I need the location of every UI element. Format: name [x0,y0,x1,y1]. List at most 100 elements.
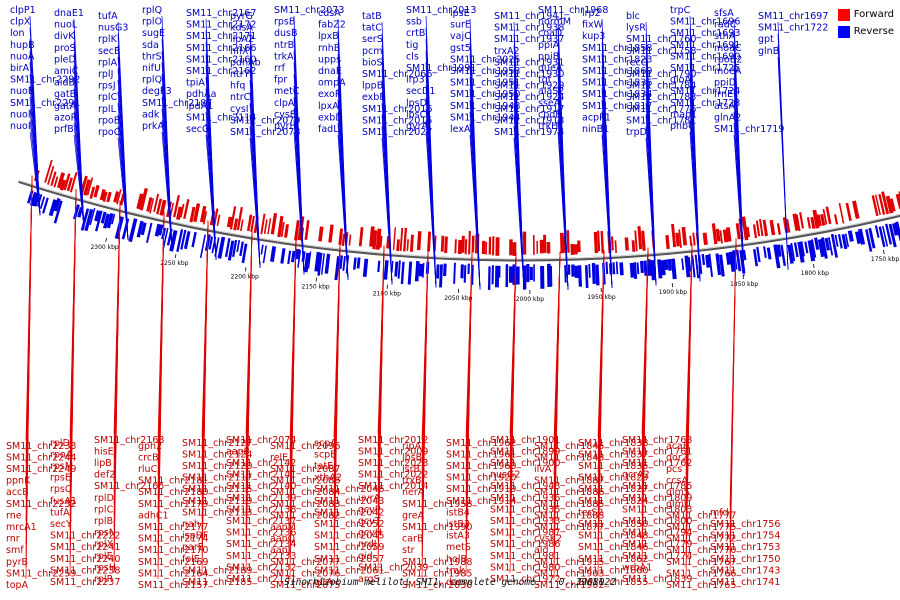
reverse-gene [827,237,834,256]
reverse-gene [154,223,162,237]
gene-label: SM11_chr1760 [626,34,696,45]
gene-label: thrS [142,51,162,62]
gene-label: sfsA [714,8,734,19]
gene-label: SM11_chr1693 [670,28,740,39]
reverse-gene [584,265,589,288]
gene-label: SM11_chr1776 [626,104,696,115]
forward-gene [522,231,527,255]
gene-label: SM11_chr1962 [446,438,516,449]
reverse-gene [766,247,772,260]
reverse-gene [664,259,669,271]
reverse-gene [615,261,619,275]
gene-label: SM11_chr2022 [358,470,428,481]
gene-label: fpr [274,75,287,86]
gene-label: exoR [318,89,342,100]
gene-label: SM11_chr2222 [50,531,120,542]
legend-forward-label: Forward [853,9,894,20]
forward-gene [86,177,94,196]
reverse-gene [892,222,899,236]
gene-label: sda [142,40,159,51]
gene-label: uvrA [358,493,381,504]
gene-label: SM11_chr1943 [490,481,560,492]
forward-label-connector [377,245,385,434]
gene-label: SM11_chr2232 [6,499,76,510]
gene-label: rpsC [50,484,72,495]
gene-label: SM11_chr2237 [50,577,120,588]
reverse-gene [694,254,700,279]
gene-label: ssb [406,17,422,28]
reverse-gene [191,231,197,248]
reverse-gene [227,240,235,261]
reverse-gene [776,244,782,257]
gene-label: SM11_chr2181 [138,476,208,487]
reverse-gene [793,242,799,258]
gene-label: SM11_chr2012 [358,435,428,446]
gene-label: acaB [666,441,689,452]
gene-label: SM11_chr2076 [270,568,340,579]
gene-label: moaC [714,43,742,54]
gene-label: acpP1 [582,112,611,123]
forward-label-connector [113,200,121,434]
reverse-label-connector [557,131,569,290]
gene-label: SM11_chr2074 [226,435,296,446]
forward-gene [263,219,268,234]
forward-gene [822,208,828,225]
forward-gene [810,216,816,229]
gene-label: SM11_chr1758 [626,46,696,57]
gene-label: hupB [10,40,35,51]
gene-label: rpsM [50,461,73,472]
reverse-gene [868,227,876,249]
gene-label: SM11_chr2163 [94,435,164,446]
scale-tick-label: 1750 kbp [871,256,899,263]
gene-label: SM11_chr1953 [450,66,520,77]
gene-label: SM11_chr1753 [710,542,780,553]
reverse-gene [567,264,571,275]
reverse-gene [169,230,178,252]
gene-label: SM11_chr1846 [578,542,648,553]
gene-label: SM11_chr2141 [226,470,296,481]
forward-gene [755,220,761,237]
reverse-gene [356,257,361,269]
reverse-gene [636,262,640,275]
gene-label: lexA [450,124,471,135]
reverse-gene [111,213,116,225]
gene-label: aapP [226,446,250,457]
gene-label: SM11_chr1743 [710,565,780,576]
gene-label: SM11_chr1948 [450,101,520,112]
gene-label: trkA [274,51,294,62]
gene-label: tufA [98,11,118,22]
gene-label: cysE [274,109,296,120]
gene-label: prkA [142,121,164,132]
gene-label: ninB1 [582,124,609,135]
gene-label: SM11_chr2166 [186,43,256,54]
forward-gene [512,242,517,256]
forward-gene [468,230,471,255]
forward-gene [715,228,721,242]
reverse-gene [334,256,341,281]
reverse-gene-labels: clpP1clpXlonhupBnuoAbirASM11_chr2292nuoB… [10,5,828,291]
gene-label: rplE [94,551,113,562]
gene-label: folE [182,554,200,565]
gene-label: SM11_chr1784 [626,81,696,92]
gene-label: SM11_chr2059 [314,542,384,553]
forward-gene [396,239,400,252]
reverse-gene [817,239,825,258]
gene-label: SM11_chr1877 [534,522,604,533]
gene-label: SM11_chr2086 [270,476,340,487]
gene-label: SM11_chr2119 [182,496,252,507]
reverse-gene [362,258,369,277]
gene-label: SM11_chr1988 [402,557,472,568]
gene-label: glmU [666,499,691,510]
gene-label: coaD [538,28,562,39]
gene-label: SM11_chr2174 [138,534,208,545]
gene-label: SM11_chr1762 [622,458,692,469]
gene-label: SM11_chr1850 [578,519,648,530]
forward-gene [573,244,578,255]
gene-label: trpD [626,127,647,138]
gene-label: SM11_chr1858 [582,43,652,54]
gene-label: SM11_chr2244 [6,452,76,463]
forward-gene [149,198,155,214]
gene-label: exbB [362,92,386,103]
gene-label: sthA [714,31,736,42]
forward-label-connector [597,250,605,437]
